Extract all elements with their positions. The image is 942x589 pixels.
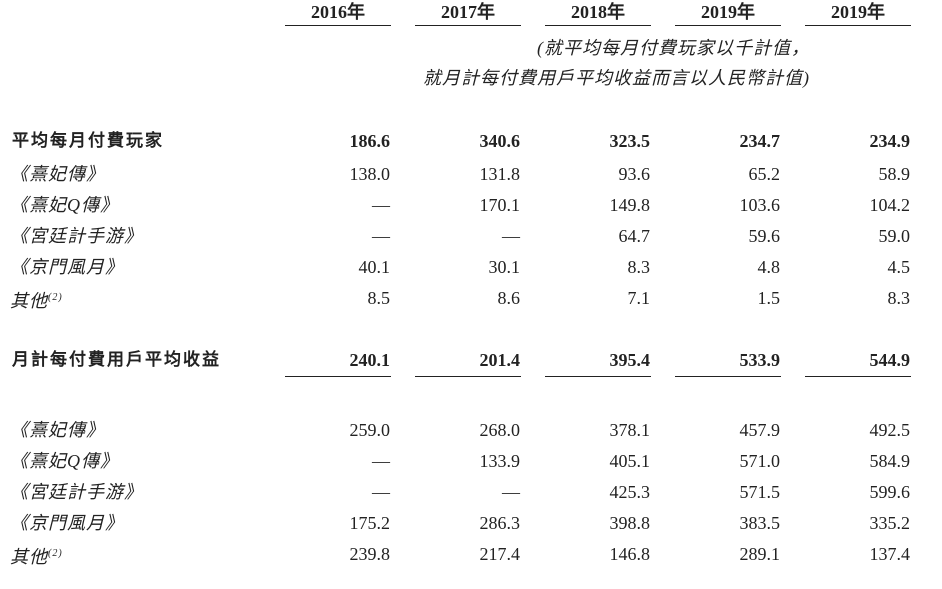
- cell-value: 104.2: [869, 195, 911, 215]
- cell-value: 571.5: [739, 482, 781, 502]
- section-total: 201.4: [479, 350, 521, 370]
- cell-value: 289.1: [739, 544, 781, 564]
- header-rule: [805, 25, 911, 26]
- cell-value: 58.9: [878, 164, 911, 184]
- cell-value: 30.1: [488, 257, 521, 277]
- row-label: 《京門風月》: [10, 513, 124, 533]
- total-rule: [415, 376, 521, 377]
- cell-value: 4.5: [887, 257, 911, 277]
- column-header: 2017年: [441, 2, 495, 22]
- cell-value: 378.1: [609, 420, 651, 440]
- row-label: 《宮廷計手游》: [10, 226, 143, 246]
- cell-value: —: [372, 226, 390, 246]
- cell-value: 65.2: [748, 164, 781, 184]
- cell-value: 59.0: [878, 226, 911, 246]
- column-header: 2019年: [701, 2, 755, 22]
- row-label: 《熹妃Q傳》: [10, 195, 119, 215]
- cell-value: 599.6: [869, 482, 911, 502]
- cell-value: 259.0: [349, 420, 391, 440]
- row-label: 《熹妃傳》: [10, 420, 105, 440]
- cell-value: 405.1: [609, 451, 651, 471]
- row-label: 《京門風月》: [10, 257, 124, 277]
- note-ref: (2): [48, 292, 63, 303]
- section-title: 月計每付費用戶平均收益: [12, 350, 221, 370]
- section-total: 323.5: [609, 131, 651, 151]
- section-total: 395.4: [609, 350, 651, 370]
- row-label: 其他(2): [10, 291, 63, 311]
- column-header: 2019年: [831, 2, 885, 22]
- row-label: 《宮廷計手游》: [10, 482, 143, 502]
- header-rule: [285, 25, 391, 26]
- cell-value: 103.6: [739, 195, 781, 215]
- total-rule: [675, 376, 781, 377]
- header-rule: [675, 25, 781, 26]
- unit-note: (就平均每月付費玩家以千計值，: [537, 38, 810, 58]
- section-total: 240.1: [349, 350, 391, 370]
- cell-value: —: [372, 195, 390, 215]
- column-header: 2018年: [571, 2, 625, 22]
- section-total: 533.9: [739, 350, 781, 370]
- total-rule: [805, 376, 911, 377]
- row-label: 《熹妃傳》: [10, 164, 105, 184]
- cell-value: 217.4: [479, 544, 521, 564]
- section-title: 平均每月付費玩家: [12, 131, 164, 151]
- header-rule: [545, 25, 651, 26]
- cell-value: 398.8: [609, 513, 651, 533]
- cell-value: 1.5: [757, 288, 781, 308]
- cell-value: 383.5: [739, 513, 781, 533]
- cell-value: —: [372, 482, 390, 502]
- total-rule: [545, 376, 651, 377]
- cell-value: 146.8: [609, 544, 651, 564]
- cell-value: 8.6: [497, 288, 521, 308]
- total-rule: [285, 376, 391, 377]
- cell-value: 492.5: [869, 420, 911, 440]
- cell-value: 175.2: [349, 513, 391, 533]
- unit-note: 就月計每付費用戶平均收益而言以人民幣計值): [423, 68, 810, 88]
- section-total: 186.6: [349, 131, 391, 151]
- cell-value: 170.1: [479, 195, 521, 215]
- row-label: 其他(2): [10, 547, 63, 567]
- header-rule: [415, 25, 521, 26]
- cell-value: 59.6: [748, 226, 781, 246]
- section-total: 234.7: [739, 131, 781, 151]
- cell-value: —: [372, 451, 390, 471]
- section-total: 340.6: [479, 131, 521, 151]
- cell-value: 8.5: [367, 288, 391, 308]
- cell-value: 133.9: [479, 451, 521, 471]
- cell-value: 457.9: [739, 420, 781, 440]
- cell-value: 4.8: [757, 257, 781, 277]
- section-total: 234.9: [869, 131, 911, 151]
- cell-value: 8.3: [627, 257, 651, 277]
- cell-value: 7.1: [627, 288, 651, 308]
- note-ref: (2): [48, 548, 63, 559]
- cell-value: 335.2: [869, 513, 911, 533]
- cell-value: 131.8: [479, 164, 521, 184]
- cell-value: 149.8: [609, 195, 651, 215]
- cell-value: 425.3: [609, 482, 651, 502]
- cell-value: 268.0: [479, 420, 521, 440]
- cell-value: 239.8: [349, 544, 391, 564]
- cell-value: 571.0: [739, 451, 781, 471]
- row-label: 《熹妃Q傳》: [10, 451, 119, 471]
- cell-value: 64.7: [618, 226, 651, 246]
- cell-value: 138.0: [349, 164, 391, 184]
- cell-value: 93.6: [618, 164, 651, 184]
- cell-value: —: [502, 482, 520, 502]
- cell-value: 40.1: [358, 257, 391, 277]
- cell-value: 137.4: [869, 544, 911, 564]
- cell-value: 286.3: [479, 513, 521, 533]
- cell-value: —: [502, 226, 520, 246]
- column-header: 2016年: [311, 2, 365, 22]
- cell-value: 584.9: [869, 451, 911, 471]
- cell-value: 8.3: [887, 288, 911, 308]
- section-total: 544.9: [869, 350, 911, 370]
